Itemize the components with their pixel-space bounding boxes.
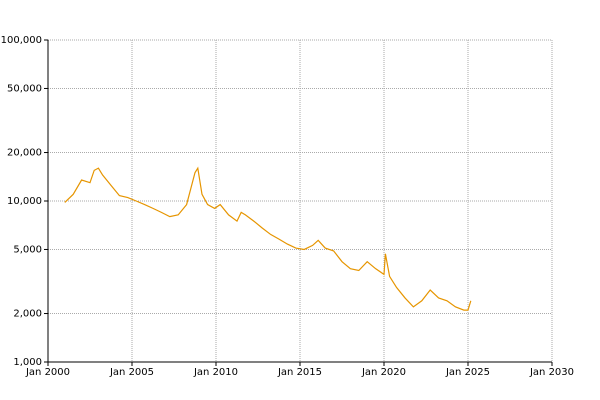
y-tick-label: 2,000 [13, 309, 42, 320]
y-tick-label: 1,000 [13, 357, 42, 368]
y-tick-label: 10,000 [7, 196, 42, 207]
line-series [64, 166, 472, 311]
x-tick-label: Jan 2025 [445, 367, 490, 378]
x-tick-label: Jan 2010 [193, 367, 238, 378]
x-tick-label: Jan 2005 [109, 367, 154, 378]
x-tick-label: Jan 2000 [25, 367, 70, 378]
x-tick-label: Jan 2020 [361, 367, 406, 378]
y-tick-label: 100,000 [1, 35, 42, 46]
y-tick-label: 50,000 [7, 83, 42, 94]
y-tick-label: 20,000 [7, 148, 42, 159]
x-tick-label: Jan 2030 [529, 367, 574, 378]
x-tick-label: Jan 2015 [277, 367, 322, 378]
y-tick-label: 5,000 [13, 244, 42, 255]
